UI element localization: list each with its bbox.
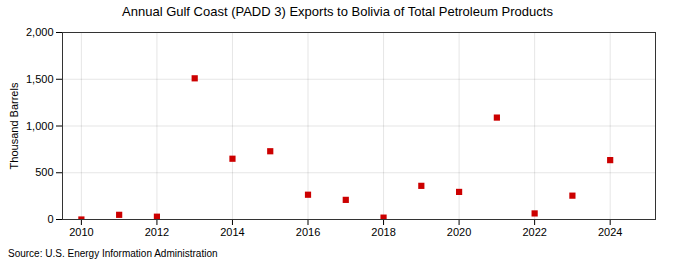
svg-text:Thousand Barrels: Thousand Barrels (8, 82, 20, 169)
svg-text:2014: 2014 (220, 226, 244, 238)
svg-text:2010: 2010 (69, 226, 93, 238)
svg-text:2018: 2018 (371, 226, 395, 238)
svg-text:2022: 2022 (522, 226, 546, 238)
svg-text:1,000: 1,000 (26, 120, 54, 132)
svg-text:1,500: 1,500 (26, 73, 54, 85)
svg-text:2,000: 2,000 (26, 26, 54, 38)
svg-text:2020: 2020 (447, 226, 471, 238)
html-text:Annual Gulf Coast (PADD 3) Exp: Annual Gulf Coast (PADD 3) Exports to Bo… (122, 4, 553, 19)
svg-text:2024: 2024 (598, 226, 622, 238)
html-text:Source: U.S. Energy Informatio: Source: U.S. Energy Information Administ… (8, 248, 218, 259)
svg-text:2012: 2012 (145, 226, 169, 238)
svg-text:0: 0 (47, 213, 53, 225)
svg-text:2016: 2016 (296, 226, 320, 238)
svg-text:500: 500 (35, 166, 53, 178)
